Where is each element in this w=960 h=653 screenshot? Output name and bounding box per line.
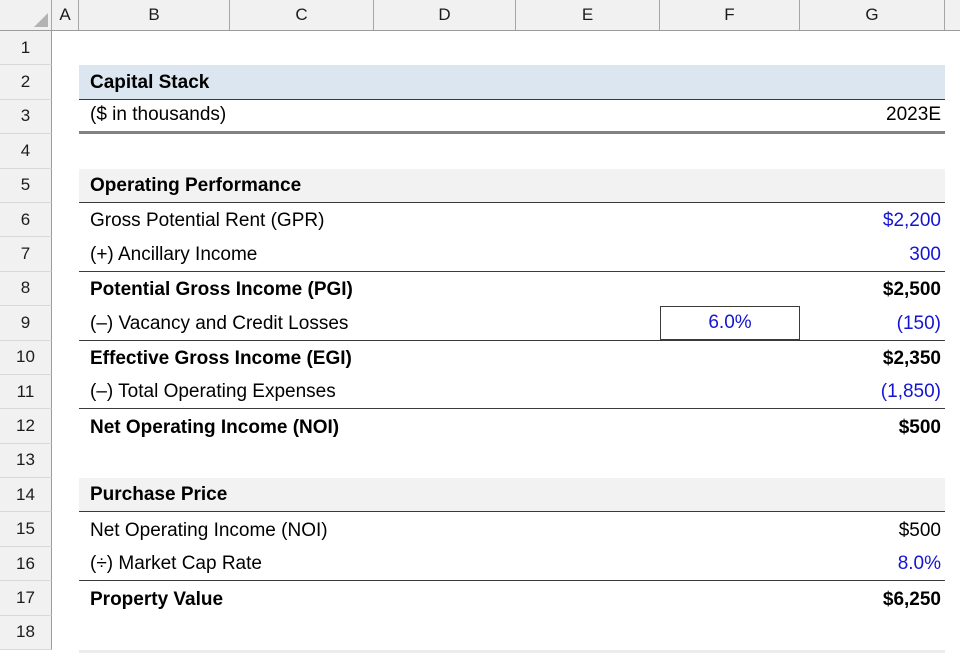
cell-a11[interactable] bbox=[52, 375, 79, 409]
row-7: 7 (+) Ancillary Income 300 bbox=[0, 237, 960, 272]
row-6: 6 Gross Potential Rent (GPR) $2,200 bbox=[0, 202, 960, 238]
row-header-15[interactable]: 15 bbox=[0, 512, 52, 547]
opex-value-cell[interactable]: (1,850) bbox=[880, 381, 941, 403]
property-value-value-cell[interactable]: $6,250 bbox=[882, 588, 941, 610]
vacancy-rate-input-cell[interactable]: 6.0% bbox=[660, 306, 800, 340]
cell-b1[interactable] bbox=[79, 31, 945, 65]
ancillary-income-label-cell[interactable]: (+) Ancillary Income bbox=[90, 243, 258, 265]
egi-label-cell[interactable]: Effective Gross Income (EGI) bbox=[90, 347, 352, 369]
cell-a12[interactable] bbox=[52, 409, 79, 443]
cell-a2[interactable] bbox=[52, 65, 79, 99]
column-header-g[interactable]: G bbox=[800, 0, 945, 30]
cell-b13[interactable] bbox=[79, 444, 945, 478]
gpr-label-cell[interactable]: Gross Potential Rent (GPR) bbox=[90, 210, 325, 232]
row-17: 17 Property Value $6,250 bbox=[0, 581, 960, 616]
cell-a16[interactable] bbox=[52, 547, 79, 581]
property-value-label-cell[interactable]: Property Value bbox=[90, 588, 224, 610]
cell-a1[interactable] bbox=[52, 31, 79, 65]
row-13: 13 bbox=[0, 443, 960, 479]
row-header-18[interactable]: 18 bbox=[0, 615, 52, 651]
clipped-next-row bbox=[0, 650, 960, 653]
row-14: 14 Purchase Price bbox=[0, 478, 960, 513]
sheet-title-cell[interactable]: Capital Stack bbox=[90, 71, 210, 93]
column-header-e[interactable]: E bbox=[516, 0, 660, 30]
cell-a8[interactable] bbox=[52, 272, 79, 306]
column-header-a[interactable]: A bbox=[52, 0, 79, 30]
vacancy-label-cell[interactable]: (–) Vacancy and Credit Losses bbox=[90, 312, 349, 334]
cell-a17[interactable] bbox=[52, 581, 79, 615]
vacancy-value-cell[interactable]: (150) bbox=[896, 312, 941, 334]
row-18: 18 bbox=[0, 615, 960, 651]
noi-repeat-value-cell[interactable]: $500 bbox=[898, 519, 941, 541]
row-header-7[interactable]: 7 bbox=[0, 237, 52, 272]
row-header-17[interactable]: 17 bbox=[0, 581, 52, 616]
column-header-row: A B C D E F G bbox=[0, 0, 960, 31]
cell-a4[interactable] bbox=[52, 134, 79, 168]
row-header-1[interactable]: 1 bbox=[0, 31, 52, 66]
row-header-11[interactable]: 11 bbox=[0, 374, 52, 410]
cell-a7[interactable] bbox=[52, 237, 79, 271]
cell-a14[interactable] bbox=[52, 478, 79, 512]
cell-a10[interactable] bbox=[52, 341, 79, 375]
noi-label-cell[interactable]: Net Operating Income (NOI) bbox=[90, 416, 340, 438]
cell-a18[interactable] bbox=[52, 616, 79, 650]
section-purchase-cell[interactable]: Purchase Price bbox=[90, 484, 228, 506]
column-header-c[interactable]: C bbox=[230, 0, 374, 30]
row-3: 3 ($ in thousands) 2023E bbox=[0, 99, 960, 135]
cap-rate-value-cell[interactable]: 8.0% bbox=[897, 553, 941, 575]
section-operating-cell[interactable]: Operating Performance bbox=[90, 174, 302, 196]
cell-b4[interactable] bbox=[79, 134, 945, 168]
noi-value-cell[interactable]: $500 bbox=[898, 416, 941, 438]
row-5: 5 Operating Performance bbox=[0, 168, 960, 203]
row-header-16[interactable]: 16 bbox=[0, 546, 52, 582]
row-1: 1 bbox=[0, 31, 960, 66]
opex-label-cell[interactable]: (–) Total Operating Expenses bbox=[90, 381, 336, 403]
row-16: 16 (÷) Market Cap Rate 8.0% bbox=[0, 546, 960, 582]
cell-a5[interactable] bbox=[52, 169, 79, 203]
ancillary-income-value-cell[interactable]: 300 bbox=[909, 243, 941, 265]
period-header-cell[interactable]: 2023E bbox=[886, 104, 941, 126]
row-header-9[interactable]: 9 bbox=[0, 306, 52, 341]
row-header-12[interactable]: 12 bbox=[0, 409, 52, 444]
row-10: 10 Effective Gross Income (EGI) $2,350 bbox=[0, 340, 960, 375]
cell-a3[interactable] bbox=[52, 100, 79, 134]
column-header-overflow bbox=[945, 0, 960, 30]
pgi-value-cell[interactable]: $2,500 bbox=[882, 279, 941, 301]
cell-a6[interactable] bbox=[52, 203, 79, 237]
cell-b18[interactable] bbox=[79, 616, 945, 650]
row-header-5[interactable]: 5 bbox=[0, 168, 52, 203]
egi-value-cell[interactable]: $2,350 bbox=[882, 347, 941, 369]
cell-a13[interactable] bbox=[52, 444, 79, 478]
row-header-13[interactable]: 13 bbox=[0, 443, 52, 479]
row-11: 11 (–) Total Operating Expenses (1,850) bbox=[0, 374, 960, 410]
row-12: 12 Net Operating Income (NOI) $500 bbox=[0, 409, 960, 444]
row-2: 2 Capital Stack bbox=[0, 65, 960, 100]
row-4: 4 bbox=[0, 134, 960, 169]
select-all-triangle-icon bbox=[34, 13, 48, 27]
cap-rate-label-cell[interactable]: (÷) Market Cap Rate bbox=[90, 553, 262, 575]
row-15: 15 Net Operating Income (NOI) $500 bbox=[0, 512, 960, 547]
row-header-10[interactable]: 10 bbox=[0, 340, 52, 375]
pgi-label-cell[interactable]: Potential Gross Income (PGI) bbox=[90, 279, 353, 301]
cell-a15[interactable] bbox=[52, 512, 79, 546]
select-all-corner[interactable] bbox=[0, 0, 52, 30]
cell-a9[interactable] bbox=[52, 306, 79, 340]
row-header-3[interactable]: 3 bbox=[0, 99, 52, 135]
gpr-value-cell[interactable]: $2,200 bbox=[882, 210, 941, 232]
row-8: 8 Potential Gross Income (PGI) $2,500 bbox=[0, 271, 960, 307]
row-header-4[interactable]: 4 bbox=[0, 134, 52, 169]
column-header-d[interactable]: D bbox=[374, 0, 516, 30]
row-header-8[interactable]: 8 bbox=[0, 271, 52, 307]
row-header-14[interactable]: 14 bbox=[0, 478, 52, 513]
units-note-cell[interactable]: ($ in thousands) bbox=[90, 104, 227, 126]
column-header-f[interactable]: F bbox=[660, 0, 800, 30]
column-header-b[interactable]: B bbox=[79, 0, 230, 30]
noi-repeat-label-cell[interactable]: Net Operating Income (NOI) bbox=[90, 519, 328, 541]
row-9: 9 (–) Vacancy and Credit Losses 6.0% (15… bbox=[0, 306, 960, 341]
row-header-6[interactable]: 6 bbox=[0, 202, 52, 238]
row-header-2[interactable]: 2 bbox=[0, 65, 52, 100]
